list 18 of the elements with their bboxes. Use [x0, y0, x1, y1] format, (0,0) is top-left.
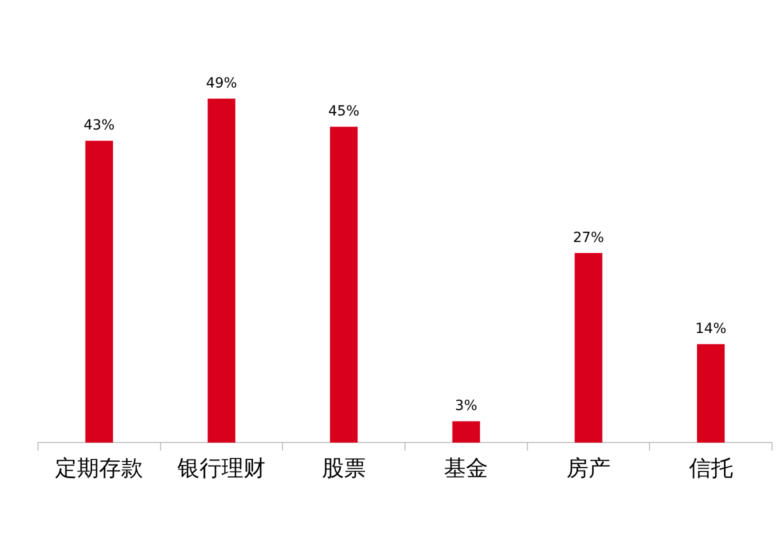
data-label: 3% [455, 398, 478, 414]
x-tick-label: 房产 [566, 456, 610, 482]
x-tick-label: 信托 [688, 456, 733, 482]
bar [330, 126, 358, 443]
data-label: 49% [206, 76, 238, 92]
bar [574, 252, 602, 443]
x-tick-label: 基金 [444, 456, 488, 482]
data-label: 45% [328, 104, 360, 120]
data-label: 43% [84, 118, 115, 134]
bar [697, 344, 725, 443]
x-tick-label: 股票 [322, 456, 366, 482]
x-tick-label: 银行理财 [176, 456, 266, 482]
data-label: 27% [572, 230, 604, 246]
data-label: 14% [695, 321, 726, 338]
bar [208, 98, 236, 443]
bar [85, 140, 113, 443]
x-tick-label: 定期存款 [55, 456, 144, 482]
bar [452, 421, 480, 443]
